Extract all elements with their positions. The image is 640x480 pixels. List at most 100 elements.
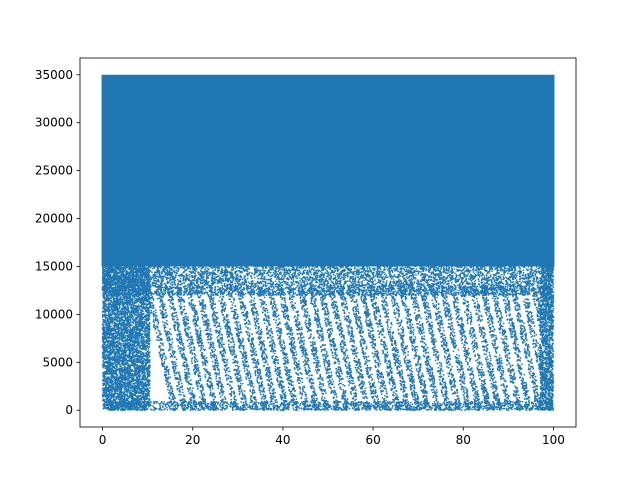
scatter-point: [302, 284, 305, 287]
scatter-point: [324, 290, 326, 292]
scatter-point: [317, 279, 320, 281]
scatter-point: [116, 293, 119, 295]
scatter-point: [263, 265, 265, 268]
scatter-point: [209, 274, 211, 276]
scatter-point: [197, 278, 199, 281]
scatter-point: [355, 285, 357, 288]
scatter-point: [167, 264, 170, 266]
scatter-point: [200, 268, 203, 270]
scatter-point: [330, 272, 332, 274]
scatter-point: [437, 292, 439, 295]
scatter-point: [370, 277, 373, 280]
scatter-point: [332, 278, 335, 280]
scatter-point: [370, 269, 372, 271]
scatter-point: [331, 282, 333, 284]
scatter-point: [310, 284, 312, 287]
scatter-point: [326, 267, 329, 269]
scatter-point: [367, 283, 369, 286]
scatter-point: [228, 263, 231, 266]
scatter-point: [280, 281, 283, 284]
scatter-point: [212, 266, 214, 268]
scatter-point: [459, 274, 461, 276]
scatter-point: [280, 272, 282, 274]
scatter-point: [107, 266, 109, 269]
scatter-point: [408, 283, 410, 285]
scatter-point: [513, 274, 515, 277]
scatter-point: [196, 288, 199, 290]
scatter-point: [281, 288, 283, 291]
scatter-point: [480, 279, 483, 282]
scatter-point: [225, 290, 228, 292]
scatter-point: [295, 266, 298, 269]
scatter-point: [504, 285, 507, 288]
scatter-point: [487, 294, 490, 296]
scatter-point: [158, 281, 160, 283]
scatter-point: [461, 277, 463, 279]
scatter-point: [383, 294, 385, 296]
scatter-point: [421, 273, 423, 275]
scatter-point: [308, 267, 310, 269]
scatter-point: [187, 265, 190, 268]
scatter-point: [435, 290, 437, 292]
scatter-point: [543, 265, 545, 267]
scatter-point: [506, 267, 508, 270]
scatter-point: [526, 268, 528, 270]
scatter-point: [324, 279, 327, 281]
scatter-point: [183, 288, 186, 290]
scatter-point: [420, 279, 422, 282]
scatter-point: [216, 266, 219, 269]
scatter-point: [423, 268, 425, 271]
scatter-point: [149, 280, 152, 282]
scatter-point: [476, 293, 478, 296]
scatter-point: [527, 275, 530, 277]
scatter-point: [201, 280, 204, 282]
scatter-point: [215, 276, 218, 279]
scatter-point: [405, 274, 407, 276]
scatter-point: [376, 287, 378, 290]
scatter-point: [430, 279, 433, 281]
scatter-point: [189, 268, 192, 270]
scatter-point: [187, 283, 189, 286]
scatter-point: [146, 264, 148, 267]
scatter-point: [162, 291, 164, 294]
scatter-point: [412, 275, 414, 278]
scatter-point: [156, 270, 159, 273]
scatter-point: [363, 268, 366, 270]
scatter-point: [211, 284, 214, 286]
scatter-point: [195, 274, 197, 277]
scatter-point: [212, 282, 214, 285]
scatter-point: [357, 284, 359, 286]
scatter-point: [399, 275, 402, 277]
scatter-point: [408, 270, 410, 272]
scatter-point: [199, 290, 202, 293]
scatter-point: [376, 266, 379, 268]
scatter-point: [179, 290, 181, 292]
scatter-point: [334, 282, 337, 285]
scatter-point: [166, 269, 169, 271]
scatter-point: [295, 287, 297, 289]
scatter-point: [143, 270, 146, 272]
scatter-point: [251, 284, 253, 286]
scatter-point: [371, 273, 374, 275]
scatter-point: [214, 280, 216, 282]
scatter-point: [430, 273, 432, 275]
scatter-point: [247, 267, 250, 270]
scatter-point: [338, 277, 340, 279]
scatter-point: [380, 271, 382, 273]
scatter-point: [530, 268, 532, 270]
scatter-point: [420, 291, 422, 293]
scatter-point: [389, 270, 392, 273]
scatter-point: [423, 280, 425, 282]
scatter-point: [373, 269, 375, 271]
scatter-point: [214, 272, 216, 275]
scatter-point: [183, 293, 186, 295]
scatter-point: [337, 280, 339, 283]
scatter-point: [428, 283, 431, 286]
scatter-point: [464, 279, 467, 281]
scatter-point: [179, 277, 182, 280]
scatter-point: [327, 271, 330, 274]
scatter-point: [161, 271, 163, 273]
scatter-point: [292, 282, 294, 284]
scatter-point: [458, 278, 460, 280]
scatter-point: [162, 275, 165, 277]
